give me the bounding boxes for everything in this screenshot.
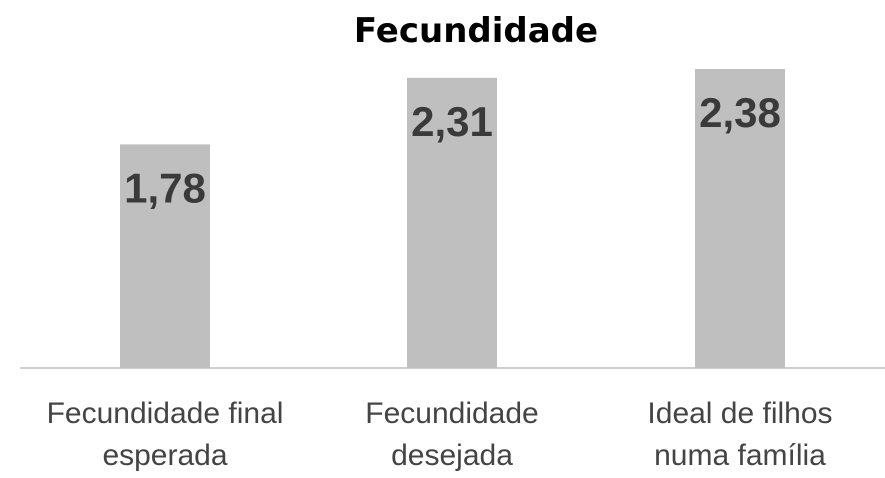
bar	[695, 69, 785, 368]
data-label: 2,31	[411, 98, 493, 145]
bar	[120, 144, 210, 368]
data-label: 1,78	[124, 164, 206, 211]
data-label: 2,38	[699, 89, 781, 136]
x-tick-label: Fecundidade final esperada	[46, 397, 284, 472]
x-tick-label: Fecundidade desejada	[365, 397, 539, 472]
x-tick-label: Ideal de filhos numa família	[647, 397, 833, 472]
chart-title: Fecundidade	[354, 11, 598, 51]
bar	[407, 77, 497, 368]
